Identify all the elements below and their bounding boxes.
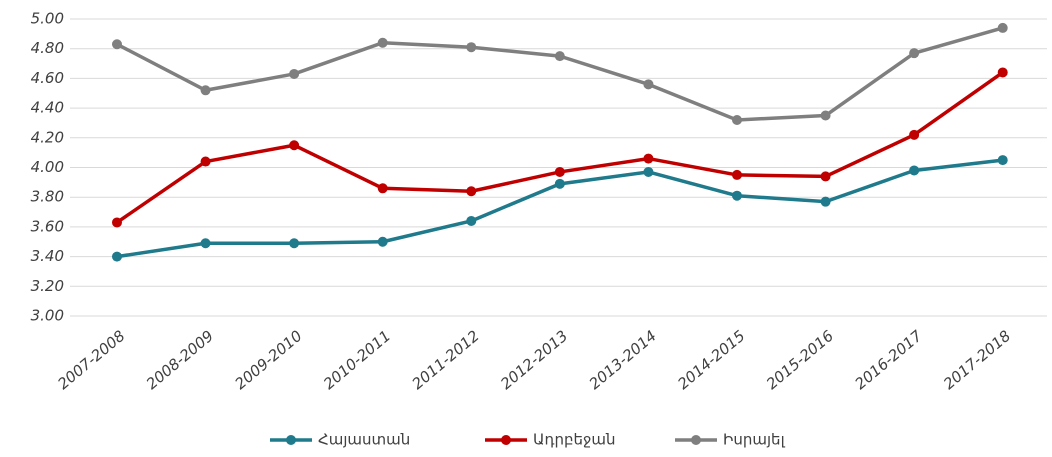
data-point xyxy=(466,42,477,53)
y-tick-label: 5.00 xyxy=(31,10,64,28)
data-point xyxy=(997,22,1008,33)
legend-label: Իսրայել xyxy=(723,431,786,449)
data-point xyxy=(731,190,742,201)
y-tick-label: 4.80 xyxy=(31,39,64,57)
data-point xyxy=(200,85,211,96)
x-tick-label: 2015-2016 xyxy=(763,327,837,393)
series-line xyxy=(115,71,1004,224)
data-point xyxy=(377,37,388,48)
data-point xyxy=(909,48,920,59)
y-tick-label: 3.40 xyxy=(31,247,64,265)
y-tick-label: 4.40 xyxy=(31,99,64,117)
data-point xyxy=(997,155,1008,166)
data-point xyxy=(731,114,742,125)
legend-label: Ադրբեջան xyxy=(533,431,615,449)
data-point xyxy=(909,165,920,176)
data-point xyxy=(554,51,565,62)
data-point xyxy=(820,171,831,182)
x-tick-label: 2011-2012 xyxy=(409,327,483,393)
y-tick-label: 4.60 xyxy=(31,69,64,87)
data-point xyxy=(111,39,122,50)
data-point xyxy=(377,236,388,247)
data-point xyxy=(643,153,654,164)
y-tick-label: 3.80 xyxy=(31,188,64,206)
data-point xyxy=(466,215,477,226)
data-point xyxy=(554,178,565,189)
data-point xyxy=(997,67,1008,78)
x-tick-label: 2014-2015 xyxy=(674,327,748,393)
legend-marker xyxy=(691,435,701,445)
x-tick-label: 2016-2017 xyxy=(851,326,926,393)
x-tick-label: 2013-2014 xyxy=(586,327,660,393)
data-point xyxy=(731,169,742,180)
data-point xyxy=(200,238,211,249)
y-tick-label: 3.20 xyxy=(31,277,64,295)
legend-marker xyxy=(286,435,296,445)
data-point xyxy=(111,217,122,228)
data-point xyxy=(289,238,300,249)
data-point xyxy=(909,129,920,140)
data-point xyxy=(377,183,388,194)
data-point xyxy=(289,140,300,151)
x-tick-label: 2007-2008 xyxy=(54,327,128,393)
x-tick-label: 2010-2011 xyxy=(320,327,394,393)
data-point xyxy=(289,68,300,79)
x-tick-label: 2008-2009 xyxy=(143,327,217,393)
y-tick-label: 3.00 xyxy=(31,307,64,325)
data-point xyxy=(554,166,565,177)
x-tick-label: 2009-2010 xyxy=(231,327,305,393)
data-point xyxy=(200,156,211,167)
legend-item: Ադրբեջան xyxy=(485,431,615,449)
data-point xyxy=(643,79,654,90)
legend-item: Հայաստան xyxy=(270,431,410,449)
legend-item: Իսրայել xyxy=(675,431,786,449)
series-line xyxy=(116,26,1004,122)
y-tick-label: 3.60 xyxy=(31,217,64,235)
x-tick-label: 2012-2013 xyxy=(497,327,571,393)
data-point xyxy=(643,166,654,177)
y-tick-label: 4.00 xyxy=(31,158,64,176)
legend-marker xyxy=(501,435,511,445)
x-tick-label: 2017-2018 xyxy=(940,327,1014,393)
data-point xyxy=(466,186,477,197)
data-point xyxy=(111,251,122,262)
y-tick-label: 4.20 xyxy=(31,128,64,146)
data-point xyxy=(820,196,831,207)
data-point xyxy=(820,110,831,121)
legend-label: Հայաստան xyxy=(318,431,410,449)
